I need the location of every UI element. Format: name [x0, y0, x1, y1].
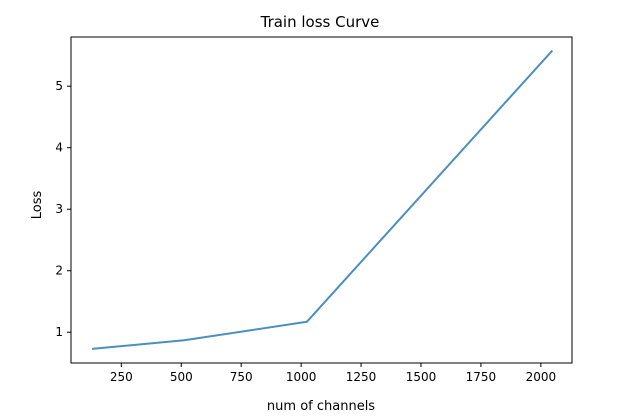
x-tick-label-5: 1500 [406, 370, 437, 384]
x-tick-label-2: 750 [230, 370, 253, 384]
x-tick-label-6: 1750 [466, 370, 497, 384]
chart-title: Train loss Curve [260, 13, 380, 31]
y-axis-label: Loss [30, 191, 45, 220]
x-axis-label: num of channels [267, 399, 375, 414]
x-tick-label-3: 1000 [286, 370, 317, 384]
plot-area [70, 36, 573, 364]
y-tick-label-4: 5 [55, 79, 63, 93]
x-tick-label-7: 2000 [526, 370, 557, 384]
x-tick-label-4: 1250 [346, 370, 377, 384]
x-tick-label-1: 500 [170, 370, 193, 384]
plot-frame [70, 36, 573, 364]
y-axis: 1 2 3 4 5 [55, 79, 71, 339]
y-tick-label-2: 3 [55, 202, 63, 216]
x-axis: 250 500 750 1000 1250 1500 1750 2000 [110, 363, 556, 384]
y-tick-label-0: 1 [55, 325, 63, 339]
y-tick-label-1: 2 [55, 264, 63, 278]
x-tick-label-0: 250 [110, 370, 133, 384]
y-tick-label-3: 4 [55, 141, 63, 155]
series-line-0 [91, 49, 554, 350]
